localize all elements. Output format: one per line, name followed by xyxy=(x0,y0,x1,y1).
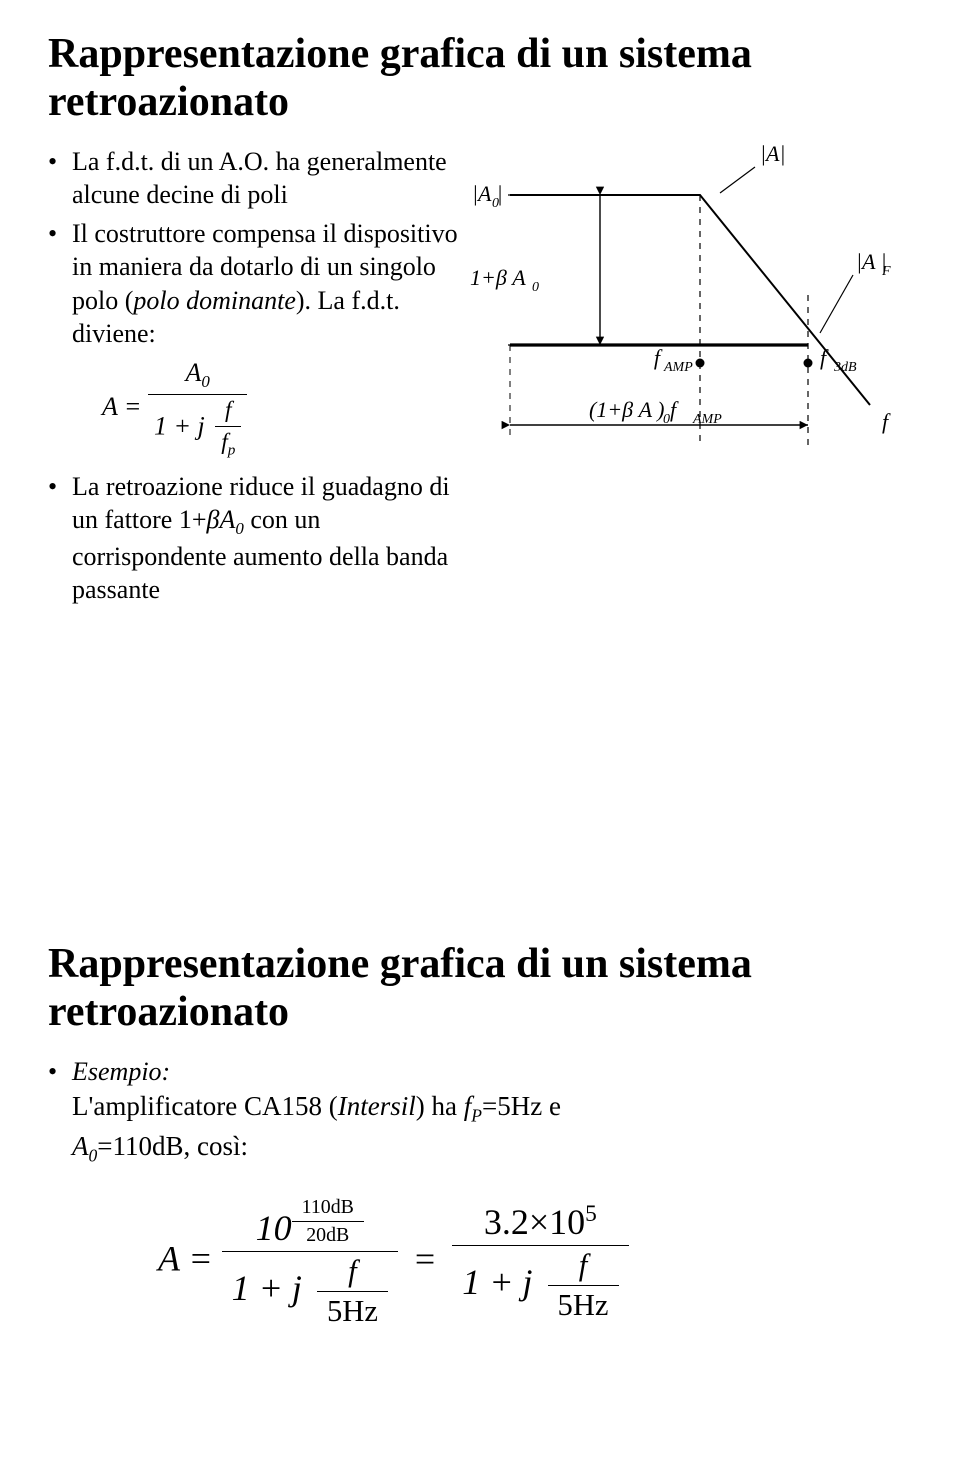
bullet-1-text: La f.d.t. di un A.O. ha generalmente alc… xyxy=(72,147,447,209)
big-formula-left-den-prefix: 1 + j xyxy=(232,1268,302,1308)
big-formula: A = 10110dB20dB 1 + j f 5Hz = 3.2×1 xyxy=(158,1196,912,1329)
section1-title: Rappresentazione grafica di un sistema r… xyxy=(48,30,912,127)
bullet-2-text-b: polo dominante xyxy=(133,286,296,315)
bode-figure: |A |01+β A0|A||A |FfAMPf3dB(1+β A ) f0AM… xyxy=(470,145,912,505)
big-formula-right-num-val: 3.2×10 xyxy=(484,1202,585,1242)
formula-A-den-inner-den-sub: p xyxy=(228,442,236,459)
esempio-line1: L'amplificatore CA158 (Intersil) ha fP=5… xyxy=(72,1088,912,1128)
bullet-3-A: A xyxy=(219,505,235,534)
svg-text:AMP: AMP xyxy=(663,360,693,375)
formula-A-num-A: A xyxy=(185,358,201,387)
big-formula-left-frac: 10110dB20dB 1 + j f 5Hz xyxy=(222,1196,398,1329)
esempio-line1-a: L'amplificatore CA158 ( xyxy=(72,1091,338,1121)
bode-svg: |A |01+β A0|A||A |FfAMPf3dB(1+β A ) f0AM… xyxy=(470,145,900,505)
esempio-line1-d: =5Hz e xyxy=(482,1091,561,1121)
big-formula-right-num-sup: 5 xyxy=(585,1201,597,1227)
esempio-bullet: Esempio: L'amplificatore CA158 (Intersil… xyxy=(48,1055,912,1168)
svg-text:3dB: 3dB xyxy=(833,360,857,375)
section1-body-row: La f.d.t. di un A.O. ha generalmente alc… xyxy=(48,145,912,613)
big-formula-right-den: 1 + j f 5Hz xyxy=(452,1245,628,1323)
svg-text:f: f xyxy=(820,345,829,370)
formula-A-frac: A0 1 + j f fp xyxy=(148,358,247,460)
section2: Rappresentazione grafica di un sistema r… xyxy=(48,940,912,1329)
big-formula-right-den-inner-den: 5Hz xyxy=(548,1285,619,1323)
bullet-3-sub0: 0 xyxy=(235,520,243,539)
section1-bullets-2: La retroazione riduce il guadagno di un … xyxy=(48,470,458,607)
formula-A-num: A0 xyxy=(148,358,247,394)
svg-text:AMP: AMP xyxy=(692,412,722,427)
big-formula-right-den-inner-num: f xyxy=(548,1248,619,1285)
big-formula-left-den-inner-num: f xyxy=(317,1254,388,1291)
esempio-line2: A0=110dB, così: xyxy=(72,1128,912,1168)
section2-bullets: Esempio: L'amplificatore CA158 (Intersil… xyxy=(48,1055,912,1168)
bullet-1: La f.d.t. di un A.O. ha generalmente alc… xyxy=(48,145,458,212)
big-formula-lhs: A = xyxy=(158,1239,213,1279)
svg-text:f: f xyxy=(882,409,891,434)
big-formula-left-den: 1 + j f 5Hz xyxy=(222,1251,398,1329)
formula-A-num-sub: 0 xyxy=(201,372,209,391)
esempio-line1-c: ) ha xyxy=(416,1091,464,1121)
esempio-line1-b: Intersil xyxy=(338,1091,416,1121)
section2-title: Rappresentazione grafica di un sistema r… xyxy=(48,940,912,1037)
svg-text:0: 0 xyxy=(492,196,499,211)
svg-text:f: f xyxy=(654,345,663,370)
page: Rappresentazione grafica di un sistema r… xyxy=(0,0,960,1472)
svg-text:|A|: |A| xyxy=(760,145,786,166)
big-formula-eq: = xyxy=(415,1239,435,1279)
esempio-line2-sub0: 0 xyxy=(89,1145,98,1165)
big-formula-right-num: 3.2×105 xyxy=(452,1201,628,1245)
section1-bullets: La f.d.t. di un A.O. ha generalmente alc… xyxy=(48,145,458,351)
big-formula-left-den-inner: f 5Hz xyxy=(317,1254,388,1329)
formula-A-den-innerfrac: f fp xyxy=(215,397,241,460)
formula-A-den-inner-num: f xyxy=(215,397,241,426)
esempio-line2-b: =110dB, così: xyxy=(97,1131,248,1161)
formula-A-den: 1 + j f fp xyxy=(148,394,247,460)
big-formula-left-num-exp-num: 110dB xyxy=(292,1196,364,1221)
big-formula-right-den-inner: f 5Hz xyxy=(548,1248,619,1323)
big-formula-right-frac: 3.2×105 1 + j f 5Hz xyxy=(452,1201,628,1323)
big-formula-left-num-exp-frac: 110dB20dB xyxy=(292,1196,364,1247)
big-formula-left-den-inner-den: 5Hz xyxy=(317,1291,388,1329)
svg-text:0: 0 xyxy=(532,280,539,295)
formula-A-lhs: A = xyxy=(102,392,141,421)
esempio-line1-fp-sub: P xyxy=(471,1105,482,1125)
bullet-3-beta: β xyxy=(207,505,220,534)
big-formula-left-num-base: 10 xyxy=(256,1208,292,1248)
big-formula-left-num: 10110dB20dB xyxy=(222,1196,398,1251)
esempio-label: Esempio: xyxy=(72,1057,170,1086)
bullet-2: Il costruttore compensa il dispositivo i… xyxy=(48,217,458,350)
svg-text:F: F xyxy=(881,264,891,279)
formula-A-den-prefix: 1 + j xyxy=(154,412,205,441)
formula-A-den-inner-den: fp xyxy=(215,426,241,460)
esempio-lines: L'amplificatore CA158 (Intersil) ha fP=5… xyxy=(72,1088,912,1168)
formula-A: A = A0 1 + j f fp xyxy=(102,358,458,460)
big-formula-left-num-exp-den: 20dB xyxy=(292,1221,364,1247)
big-formula-right-den-prefix: 1 + j xyxy=(462,1262,532,1302)
big-formula-left-num-exp: 110dB20dB xyxy=(292,1207,364,1233)
section1-text-column: La f.d.t. di un A.O. ha generalmente alc… xyxy=(48,145,458,613)
svg-text:0: 0 xyxy=(663,412,670,427)
svg-text:1+β A: 1+β A xyxy=(470,265,526,290)
esempio-line2-A: A xyxy=(72,1131,89,1161)
bullet-3: La retroazione riduce il guadagno di un … xyxy=(48,470,458,607)
